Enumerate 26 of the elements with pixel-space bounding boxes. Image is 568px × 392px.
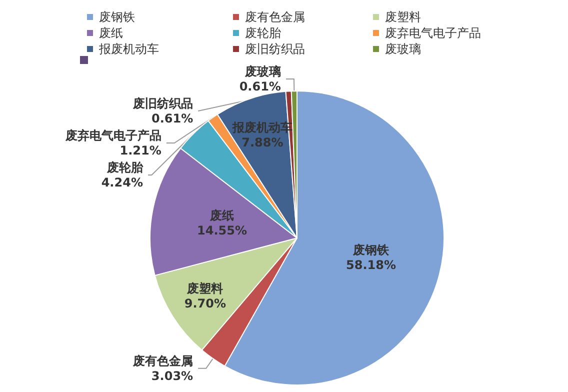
- legend-label: 废塑料: [385, 10, 421, 24]
- legend-label: 废玻璃: [385, 42, 421, 56]
- slice-label: 废塑料: [186, 281, 224, 296]
- data-label: 4.24%: [101, 176, 143, 190]
- data-label: 58.18%: [346, 258, 396, 272]
- slice-label: 废有色金属: [132, 354, 194, 368]
- data-label: 1.21%: [120, 144, 162, 158]
- legend-label: 废弃电气电子产品: [385, 26, 481, 40]
- slice-label: 废弃电气电子产品: [64, 128, 162, 143]
- legend-label: 废有色金属: [245, 10, 305, 24]
- slice-label: 废旧纺织品: [132, 96, 194, 111]
- data-label: 0.61%: [151, 112, 194, 126]
- data-label: 7.88%: [242, 136, 284, 150]
- slice-label: 废玻璃: [244, 64, 281, 79]
- data-label: 14.55%: [197, 223, 248, 238]
- legend-label: 废纸: [99, 26, 123, 40]
- slice-label: 废纸: [209, 208, 234, 222]
- legend-label: 废旧纺织品: [245, 42, 305, 56]
- legend-label: 报废机动车: [98, 42, 159, 56]
- slice-label: 废轮胎: [106, 160, 144, 175]
- legend-label: 废钢铁: [99, 10, 135, 24]
- data-label: 9.70%: [184, 296, 226, 310]
- slice-label: 废钢铁: [352, 242, 390, 257]
- legend-label: 废轮胎: [245, 26, 281, 40]
- data-label: 0.61%: [239, 80, 281, 94]
- data-label: 3.03%: [151, 368, 194, 383]
